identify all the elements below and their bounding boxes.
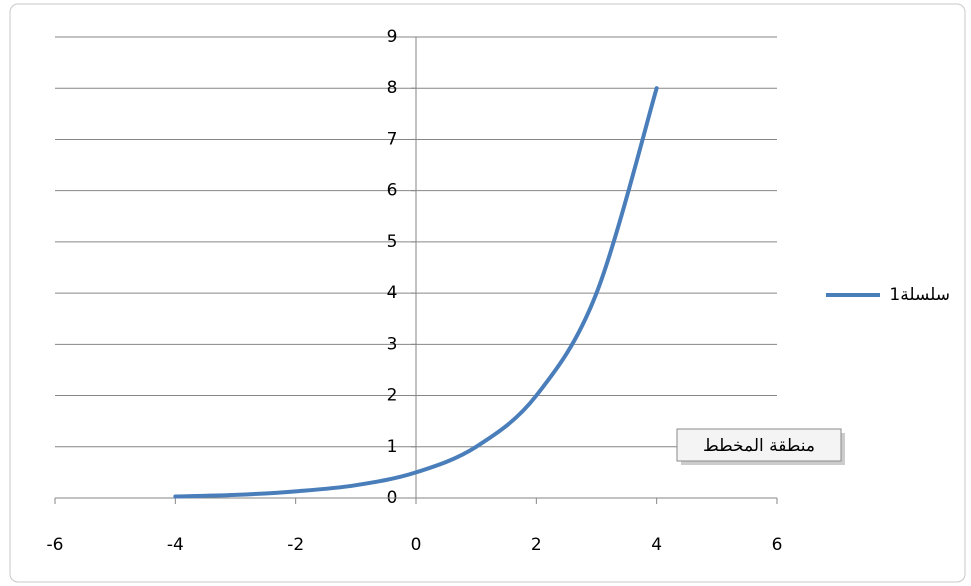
tooltip: منطقة المخطط [676, 428, 845, 465]
y-tick-label: 4 [387, 283, 398, 303]
x-tick-label: -2 [287, 535, 304, 555]
x-tick-label: 4 [651, 535, 662, 555]
x-tick-label: -6 [47, 535, 64, 555]
y-tick-label: 5 [387, 232, 398, 252]
y-tick-label: 6 [387, 181, 398, 201]
y-tick-label: 1 [387, 437, 398, 457]
x-tick-label: 0 [411, 535, 422, 555]
x-tick-label: 2 [531, 535, 542, 555]
x-tick-label: 6 [772, 535, 783, 555]
tooltip-text: منطقة المخطط [703, 436, 815, 456]
y-tick-label: 2 [387, 386, 398, 406]
x-tick-label: -4 [167, 535, 184, 555]
legend-label: سلسلة1 [889, 285, 950, 305]
y-tick-label: 7 [387, 129, 398, 149]
series-line [173, 86, 659, 499]
tooltip-box [676, 428, 842, 462]
y-tick-label: 9 [387, 27, 398, 47]
y-tick-label: 3 [387, 334, 398, 354]
y-tick-label: 8 [387, 78, 398, 98]
